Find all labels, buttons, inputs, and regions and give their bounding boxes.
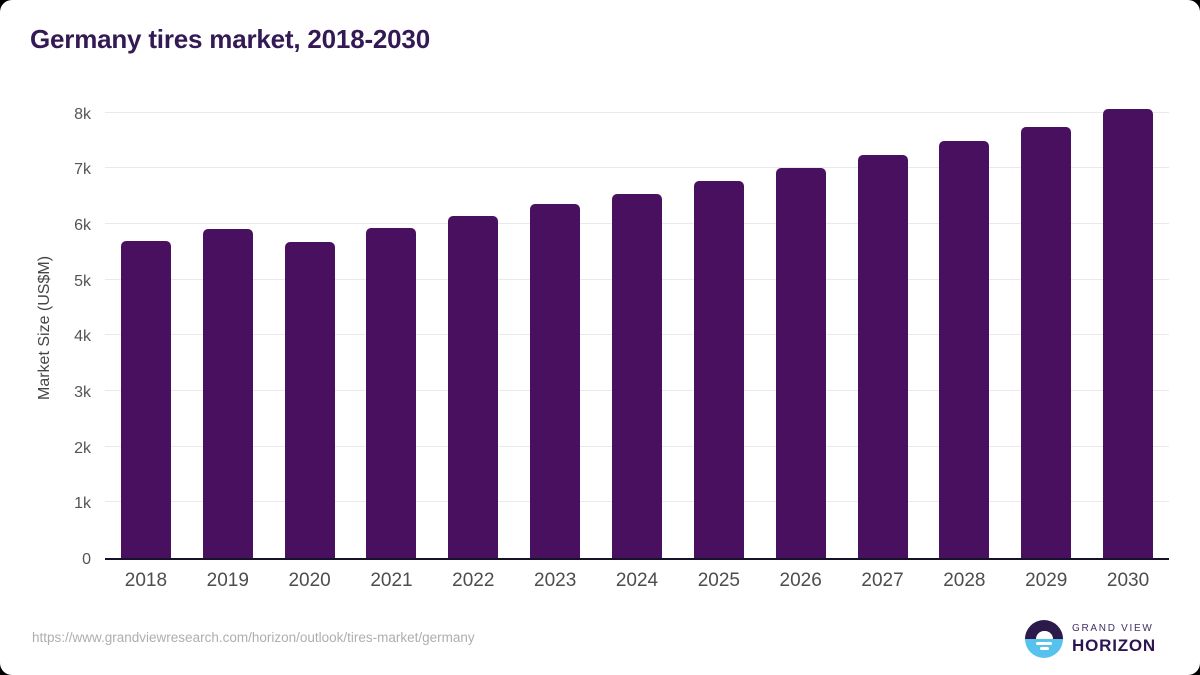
bar-slot-2025 [678,95,760,558]
x-label-2029: 2029 [1025,570,1068,591]
y-tick-8k: 8k [74,105,91,123]
bar-slot-2019 [187,95,269,558]
bar-slot-2024 [596,95,678,558]
plot-area [105,95,1169,560]
y-tick-0: 0 [82,551,91,568]
bar-2022[interactable] [448,215,499,558]
bar-slot-2022 [432,95,514,558]
logo-grand-view-label: GRAND VIEW [1072,622,1154,634]
x-label-2027: 2027 [861,570,904,591]
x-label-2022: 2022 [452,570,495,591]
logo-horizon-label: HORIZON [1072,635,1156,655]
bar-slot-2028 [923,95,1005,558]
bar-series [105,95,1169,558]
x-label-2030: 2030 [1106,570,1150,591]
reflection-line-1 [1036,641,1053,645]
bar-2029[interactable] [1021,126,1072,558]
bar-2018[interactable] [120,241,171,558]
source-url: https://www.grandviewresearch.com/horizo… [32,630,475,645]
horizon-sunrise-icon [1025,620,1064,658]
x-label-2028: 2028 [943,570,986,591]
bar-slot-2026 [760,95,842,558]
reflection-line-2 [1039,647,1049,650]
x-label-2018: 2018 [124,570,168,591]
chart-title: Germany tires market, 2018-2030 [30,24,430,54]
x-label-2019: 2019 [206,570,249,591]
bar-2027[interactable] [857,155,908,558]
bar-2028[interactable] [939,141,990,558]
y-tick-3k: 3k [74,383,91,401]
bar-slot-2023 [514,95,596,558]
bar-slot-2029 [1005,95,1087,558]
bar-2025[interactable] [693,181,744,558]
bar-2020[interactable] [284,242,335,558]
bar-slot-2020 [269,95,351,558]
gridline-7k [105,167,1169,169]
x-label-2020: 2020 [288,570,331,591]
bar-2019[interactable] [202,229,253,558]
logo-text: GRAND VIEW HORIZON [1072,623,1156,656]
x-label-2025: 2025 [697,570,740,591]
sun-shape [1035,630,1053,639]
x-axis-labels: 2018 2019 2020 2021 2022 2023 2024 2025 2026 2027… [105,570,1169,592]
bar-slot-2027 [842,95,924,558]
bar-slot-2018 [105,95,187,558]
y-tick-1k: 1k [74,495,91,513]
x-label-2023: 2023 [534,570,577,591]
brand-logo: GRAND VIEW HORIZON [1025,620,1156,658]
x-label-2024: 2024 [615,570,659,591]
bar-2021[interactable] [366,228,417,558]
bar-2030[interactable] [1103,108,1154,558]
y-tick-6k: 6k [74,216,91,234]
bar-2026[interactable] [775,167,826,558]
bar-slot-2021 [351,95,433,558]
gridline-8k [105,111,1169,113]
x-label-2026: 2026 [779,570,822,591]
y-tick-5k: 5k [74,272,91,290]
x-label-2021: 2021 [370,570,413,591]
y-axis-ticks: 0 1k 2k 3k 4k 5k 6k 7k 8k [0,95,95,569]
bar-slot-2030 [1087,95,1169,558]
bar-2023[interactable] [530,203,581,558]
y-tick-2k: 2k [74,439,91,457]
y-tick-4k: 4k [74,328,91,346]
y-tick-7k: 7k [74,161,91,179]
bar-2024[interactable] [611,193,662,558]
